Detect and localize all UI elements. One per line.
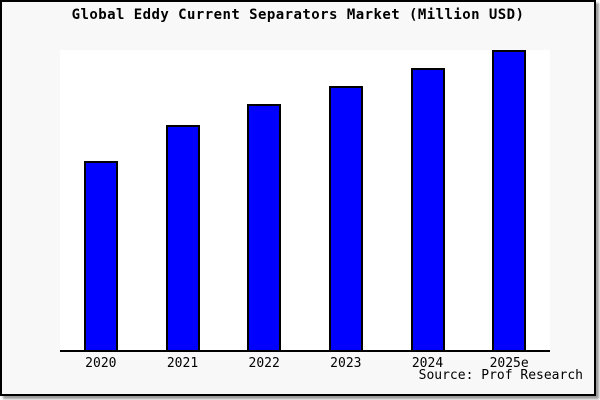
bar-2021 (165, 125, 200, 350)
chart-title: Global Eddy Current Separators Market (M… (71, 7, 525, 23)
x-tick-label-2020: 2020 (85, 356, 117, 371)
x-axis-labels: 2020 2021 2022 2023 2024 2025e (2, 354, 594, 371)
bar-2023 (328, 86, 363, 350)
x-tick-label-2023: 2023 (330, 356, 362, 371)
bar-2022 (247, 104, 282, 350)
bar-2020 (83, 161, 118, 350)
plot-area (60, 50, 550, 352)
x-tick-label-2021: 2021 (166, 356, 199, 371)
bar-2024 (410, 68, 445, 350)
bar-2025e (492, 50, 527, 350)
x-tick-label-2022: 2022 (248, 356, 280, 371)
source-note: Source: Prof Research (418, 368, 583, 383)
x-tick-label-2025e: 2025e (489, 356, 529, 371)
x-tick-label-2024: 2024 (411, 356, 444, 371)
